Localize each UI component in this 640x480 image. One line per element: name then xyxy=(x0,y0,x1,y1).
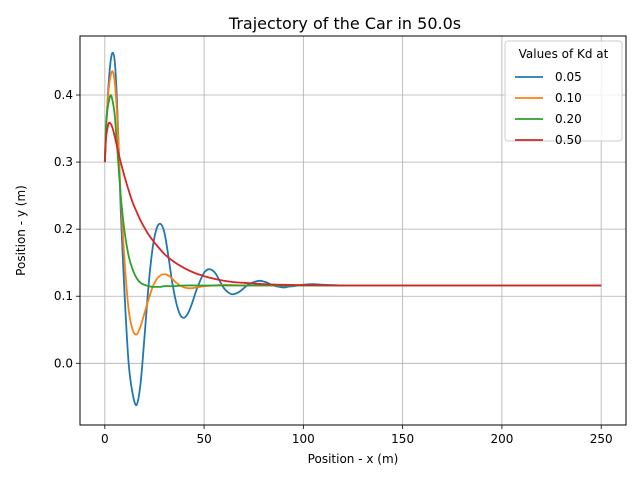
x-tick-label: 100 xyxy=(292,432,315,446)
x-tick-label: 200 xyxy=(490,432,513,446)
series-lines xyxy=(103,51,602,407)
y-tick-label: 0.3 xyxy=(54,155,73,169)
x-tick-label: 250 xyxy=(590,432,613,446)
x-axis-label: Position - x (m) xyxy=(308,452,399,466)
series-line-3 xyxy=(103,121,602,287)
legend: Values of Kd at 0.05 0.10 0.20 0.50 xyxy=(504,40,623,147)
legend-label-0: 0.05 xyxy=(555,70,582,84)
chart-title: Trajectory of the Car in 50.0s xyxy=(228,14,461,33)
x-tick-label: 50 xyxy=(196,432,211,446)
y-tick-label: 0.0 xyxy=(54,356,73,370)
legend-label-1: 0.10 xyxy=(555,91,582,105)
y-tick-label: 0.4 xyxy=(54,88,73,102)
y-axis-label: Position - y (m) xyxy=(14,185,28,276)
series-line-0 xyxy=(103,51,602,407)
y-tick-label: 0.1 xyxy=(54,289,73,303)
y-tick-label: 0.2 xyxy=(54,222,73,236)
legend-label-2: 0.20 xyxy=(555,112,582,126)
y-axis-ticks: 0.0 0.1 0.2 0.3 0.4 xyxy=(54,88,80,370)
legend-title: Values of Kd at xyxy=(519,47,609,61)
legend-label-3: 0.50 xyxy=(555,133,582,147)
series-line-2 xyxy=(103,94,602,288)
x-axis-ticks: 0 50 100 150 200 250 xyxy=(101,425,613,446)
plot-frame xyxy=(79,35,627,426)
legend-box xyxy=(504,40,623,142)
x-tick-label: 150 xyxy=(391,432,414,446)
x-tick-label: 0 xyxy=(101,432,109,446)
legend-entries: 0.05 0.10 0.20 0.50 xyxy=(515,70,582,147)
